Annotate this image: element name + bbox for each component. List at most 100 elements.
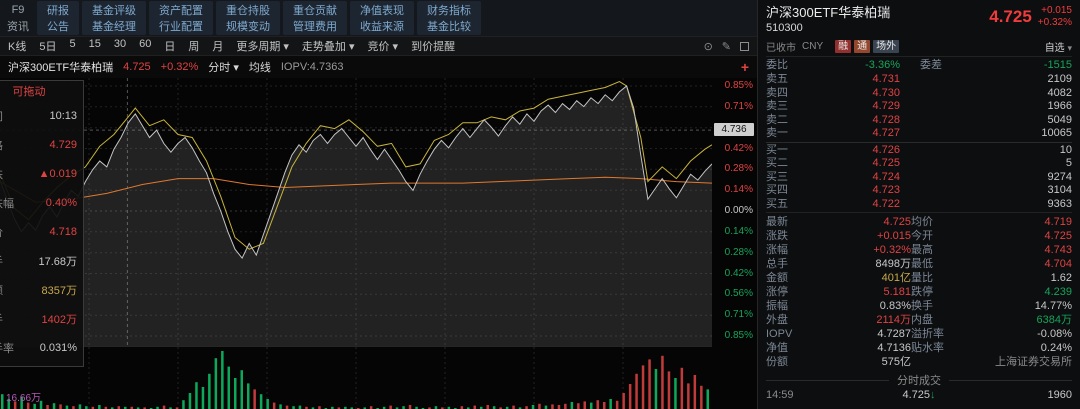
tick-trades-title: 分时成交	[897, 375, 941, 387]
chart-header-icons: +	[741, 59, 749, 75]
ma-toggle[interactable]: 均线	[248, 62, 271, 74]
toolbar-item[interactable]: 到价提醒	[411, 41, 456, 53]
menu-item[interactable]: 规模变动	[216, 17, 280, 35]
menu-item[interactable]: 基金评级	[82, 1, 146, 19]
menu-item[interactable]: 基金比较	[417, 17, 481, 35]
add-icon[interactable]: +	[740, 59, 749, 75]
stat-label: 内盘	[911, 314, 933, 326]
change-block: +0.015 +0.32%	[1038, 5, 1072, 29]
menu-item[interactable]: 收益来源	[350, 17, 414, 35]
menu-bar: F9 研报 基金评级 资产配置 重仓持股 重仓贡献 净值表现 财务指标 资讯 公告 基金经理行…	[0, 0, 757, 36]
tooltip-row-value: 8357万	[41, 284, 77, 297]
bid-rows: 买一 4.726 10 买二 4.725 5 买三 4.724 9274 买四 4.723 3104 买…	[766, 144, 1072, 212]
tooltip-drag-handle[interactable]: 可拖动	[12, 86, 46, 98]
chart-instrument-name: 沪深300ETF华泰柏瑞	[8, 62, 114, 74]
menu-item[interactable]: 基金经理	[82, 17, 146, 35]
tooltip-row-label: 总手	[0, 253, 3, 269]
stat-label: 最高	[911, 244, 933, 256]
order-book-level-label: 买二	[766, 157, 788, 169]
order-book-price: 4.728	[872, 113, 900, 126]
divider	[949, 379, 1072, 381]
fullscreen-icon[interactable]	[740, 41, 749, 51]
badge-2: 通	[854, 40, 871, 53]
volume-max-label: 16.66万	[6, 393, 42, 404]
stat-value: 575亿	[881, 356, 911, 368]
stat-value: 8498万	[875, 258, 911, 270]
order-book-volume: 10065	[1041, 127, 1072, 139]
toolbar-item[interactable]: 月	[212, 41, 224, 53]
order-ratio-value: -3.36%	[865, 59, 900, 71]
menu-item[interactable]: 公告	[37, 17, 79, 35]
stat-label: IOPV	[766, 328, 793, 340]
toolbar-item[interactable]: K线	[8, 41, 27, 53]
order-book-row: 买四 4.723 3104	[766, 184, 1072, 198]
order-book-level-label: 卖二	[766, 113, 788, 126]
axis-percent-label: 0.28%	[724, 163, 753, 175]
stat-label: 涨幅	[766, 244, 788, 256]
chart-title-bar: 沪深300ETF华泰柏瑞 4.725 +0.32% 分时 ▾ 均线 IOPV:4…	[0, 56, 757, 78]
menu-item[interactable]: 财务指标	[417, 1, 481, 19]
quote-header: 沪深300ETF华泰柏瑞 510300 4.725 +0.015 +0.32% …	[766, 4, 1072, 56]
toolbar-item[interactable]: 更多周期 ▾	[236, 41, 289, 53]
order-book-volume: 2109	[1047, 73, 1072, 85]
order-book-row: 买三 4.724 9274	[766, 171, 1072, 185]
axis-percent-label: 0.28%	[724, 246, 753, 258]
trade-quantity: 1960	[1047, 389, 1072, 401]
intraday-price-chart[interactable]	[0, 78, 712, 346]
menu-item[interactable]: 管理费用	[283, 17, 347, 35]
menu-item[interactable]: 重仓贡献	[283, 1, 347, 19]
tooltip-row: 涨跌幅 0.40%	[0, 188, 77, 217]
toolbar-item[interactable]: 15	[88, 38, 101, 50]
toolbar-item[interactable]: 60	[139, 38, 152, 50]
tooltip-row-value: 10:13	[49, 109, 77, 122]
toolbar-item[interactable]: 日	[164, 41, 176, 53]
stat-label: 溢折率	[911, 328, 944, 340]
price-block: 4.725 +0.015 +0.32%	[989, 5, 1072, 29]
stat-value: 4.7287	[877, 328, 911, 340]
menu-row-2: 资讯 公告 基金经理 行业配置 规模变动 管理费用 收益来源 基金比较	[2, 17, 753, 35]
chart-last-price: 4.725	[123, 61, 151, 73]
menu-item[interactable]: 重仓持股	[216, 1, 280, 19]
tooltip-rows: 时间 10:13 价格 4.729 涨跌 ▲0.019 涨跌幅 0.40% 均价 4.718 总手 1…	[0, 101, 77, 362]
stat-value: 4.725	[1044, 230, 1072, 242]
quote-tooltip-panel[interactable]: 可拖动 时间 10:13 价格 4.729 涨跌 ▲0.019 涨跌幅 0.40% 均价 4.71…	[0, 80, 84, 367]
stat-label	[911, 355, 965, 369]
toolbar-item[interactable]: 周	[188, 41, 200, 53]
volume-chart[interactable]	[0, 346, 712, 409]
stat-value: 4.7136	[877, 342, 911, 354]
tick-trades-header: 分时成交	[766, 373, 1072, 387]
change-value: +0.015	[1041, 5, 1072, 16]
menu-item[interactable]: 研报	[37, 1, 79, 19]
axis-percent-label: 0.71%	[724, 100, 753, 112]
toolbar-item[interactable]: 走势叠加 ▾	[301, 41, 355, 53]
toolbar-item[interactable]: 5日	[39, 41, 57, 53]
order-book-volume: 9363	[1047, 197, 1072, 210]
order-book-summary: 委比 -3.36% 委差 -1515	[766, 58, 1072, 73]
period-dropdown[interactable]: 分时 ▾	[208, 62, 239, 74]
order-book: 委比 -3.36% 委差 -1515 卖五 4.731 2109 卖四 4.730 4082 卖三…	[766, 56, 1072, 213]
axis-percent-label: 0.42%	[724, 267, 753, 279]
order-book-row: 买二 4.725 5	[766, 157, 1072, 171]
toolbar-item[interactable]: 竞价 ▾	[367, 41, 399, 53]
toolbar-item[interactable]: 30	[113, 38, 127, 50]
toolbar-item[interactable]: 5	[69, 38, 76, 50]
axis-percent-label: 0.56%	[724, 288, 753, 300]
stat-label: 今开	[911, 230, 933, 242]
badge-1: 融	[835, 40, 852, 53]
tick-trades: 分时成交 14:59 4.725↓ 1960	[766, 373, 1072, 403]
menu-prefix-news[interactable]: 资讯	[7, 21, 29, 33]
menu-row-1: F9 研报 基金评级 资产配置 重仓持股 重仓贡献 净值表现 财务指标	[2, 1, 753, 19]
menu-row-1-items: 研报 基金评级 资产配置 重仓持股 重仓贡献 净值表现 财务指标	[37, 1, 481, 19]
tooltip-row: 现手 1402万	[0, 304, 77, 333]
order-book-level-label: 买三	[766, 170, 788, 183]
menu-item[interactable]: 净值表现	[350, 1, 414, 19]
menu-item[interactable]: 资产配置	[149, 1, 213, 19]
menu-item[interactable]: 行业配置	[149, 17, 213, 35]
stat-label: 换手	[911, 300, 933, 312]
tooltip-row-label: 换手率	[0, 342, 14, 355]
draw-icon[interactable]: ✎	[721, 40, 731, 53]
menu-prefix-f9[interactable]: F9	[11, 4, 25, 16]
watchlist-button[interactable]: 自选 ▾	[1044, 43, 1072, 54]
target-icon[interactable]: ⊙	[703, 40, 713, 53]
